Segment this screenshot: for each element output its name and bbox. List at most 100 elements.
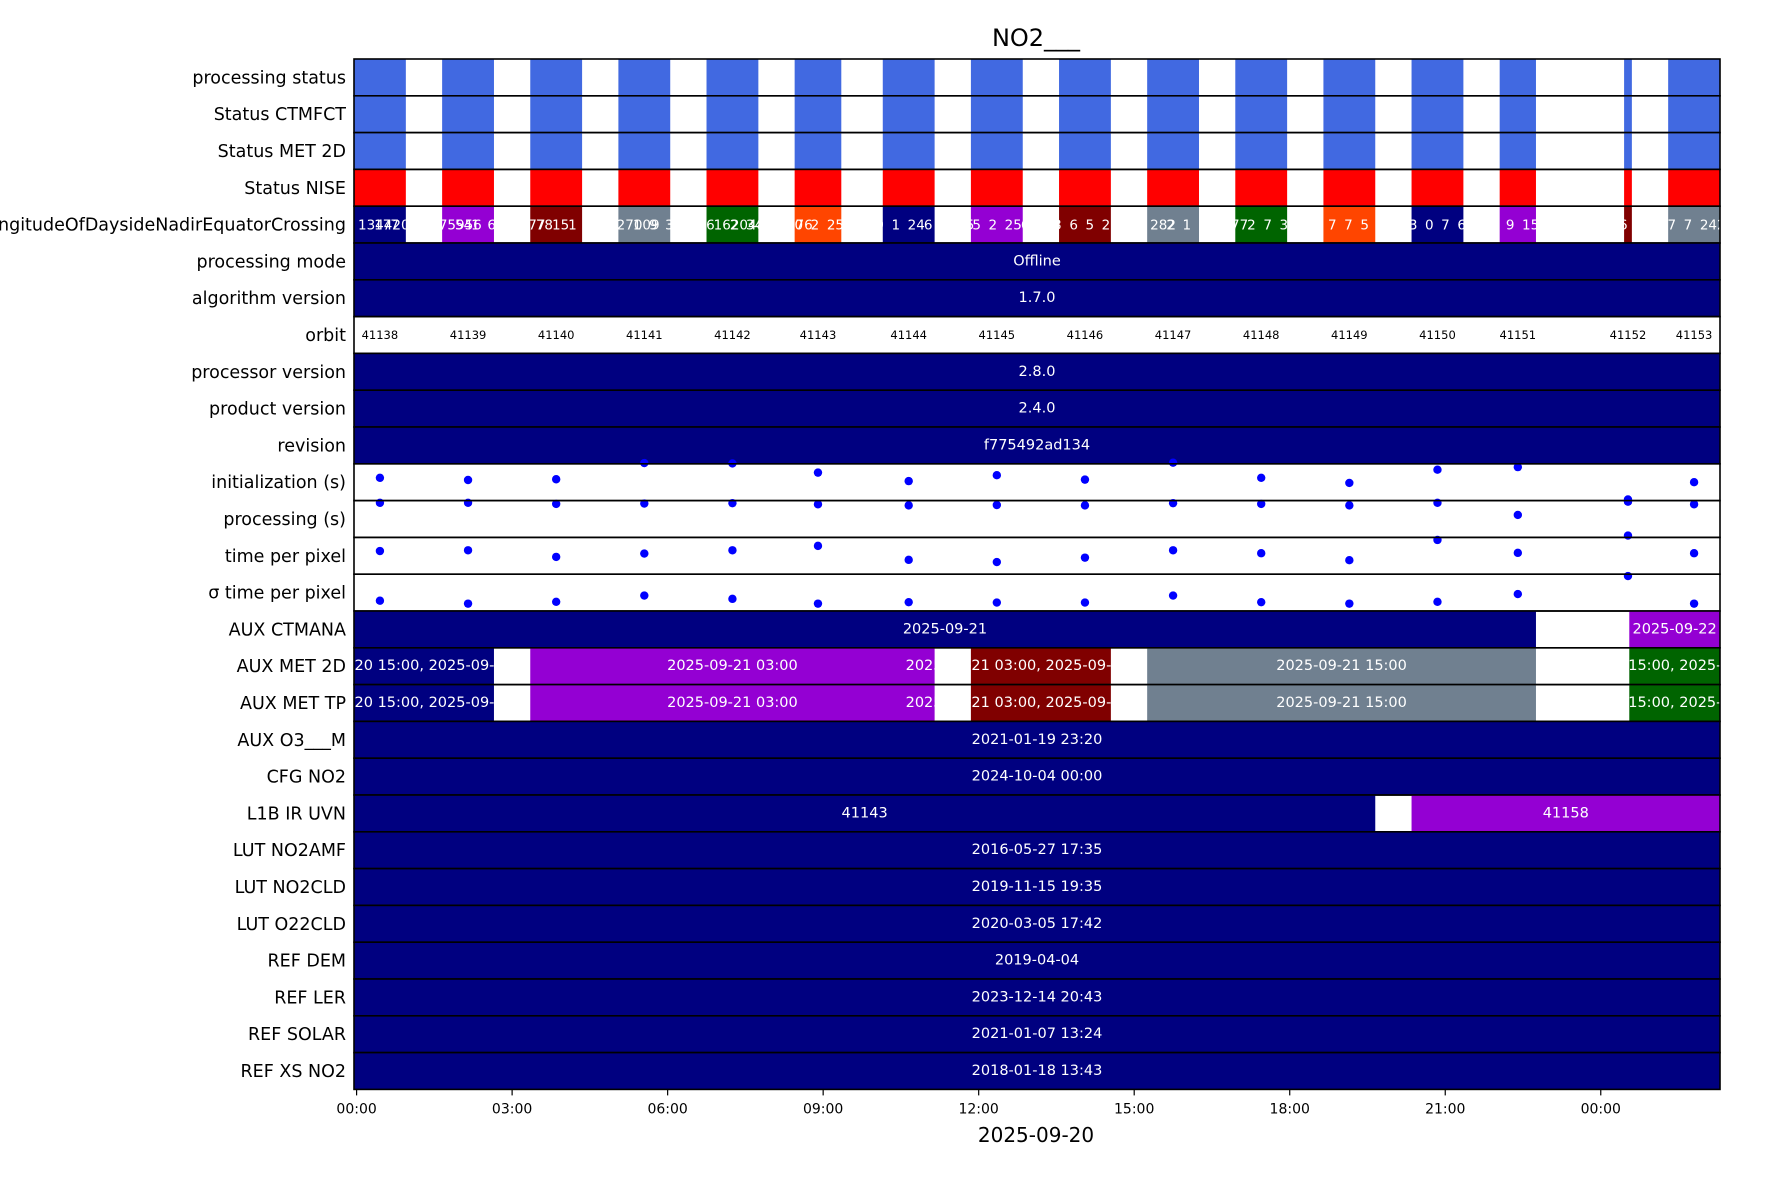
data-point [1689, 549, 1699, 558]
span-bar [354, 427, 1720, 464]
span-label: 2.8.0 [1019, 364, 1056, 380]
longitude-value: 46 [504, 218, 521, 234]
status-bar [354, 132, 406, 170]
status-bar [1411, 95, 1464, 133]
row-label: AUX CTMANA [229, 620, 346, 640]
data-point [1080, 475, 1090, 484]
data-point [1080, 501, 1090, 510]
span-bar [1629, 684, 1720, 722]
span-bar [354, 868, 1720, 906]
row-label: LongitudeOfDaysideNadirEquatorCrossing [0, 216, 346, 236]
status-bar [1499, 95, 1536, 133]
row-processor-version: 2.8.0 processor version [191, 352, 1721, 391]
row-label: orbit [305, 326, 346, 346]
longitude-value: 1 [1651, 218, 1660, 234]
longitude-value: 3 [1053, 218, 1062, 234]
longitude-value: 4 [1571, 218, 1580, 234]
status-bar [530, 132, 583, 170]
longitude-value: 2585 [940, 218, 974, 234]
row-label: LUT NO2AMF [233, 841, 346, 861]
data-point [992, 471, 1002, 480]
row-content: 2023-12-14 20:43 [354, 979, 1720, 1016]
row-ref-ler: 2023-12-14 20:43 REF LER [274, 978, 1721, 1017]
data-point [640, 549, 649, 558]
longitude-value: 0 [795, 218, 804, 234]
orbit-number: 41147 [1155, 328, 1192, 342]
longitude-value: 6 [1603, 218, 1612, 234]
status-bar [530, 59, 583, 96]
longitude-value: 24 [762, 218, 779, 234]
status-bar [1059, 59, 1111, 96]
data-point [1168, 546, 1178, 555]
longitude-value: 6 [1069, 218, 1078, 234]
row-content [354, 132, 1720, 170]
status-bar [794, 169, 842, 207]
span-bar [354, 1015, 1720, 1053]
row-label: processor version [191, 363, 346, 383]
status-bar [530, 169, 583, 207]
status-bar [442, 95, 494, 133]
status-bar [1624, 169, 1632, 207]
longitude-value: 6 [1457, 218, 1466, 234]
longitude-value: 9 [1506, 218, 1515, 234]
row-content: 1.7.0 [354, 279, 1720, 317]
status-bar [706, 132, 759, 170]
status-bar [1624, 59, 1632, 96]
span-bar [354, 684, 494, 722]
data-point [1513, 589, 1523, 599]
span-label: 2021-01-19 23:20 [972, 732, 1103, 748]
row-cfg-no2: 2024-10-04 00:00 CFG NO2 [267, 757, 1721, 796]
row-label: σ time per pixel [208, 584, 346, 604]
span-bar [354, 942, 1720, 979]
data-point [1689, 599, 1699, 608]
row-frame [353, 1051, 1721, 1091]
status-bar [1499, 132, 1536, 170]
span-label: 1.7.0 [1019, 290, 1056, 306]
longitude-value: 7 [1344, 218, 1353, 234]
row-content: 2025-09-21 2025-09-22 [354, 611, 1720, 648]
data-point [728, 546, 737, 555]
status-bar [1235, 59, 1288, 96]
longitude-value: 5 [972, 218, 981, 234]
row-label: REF DEM [268, 952, 346, 972]
status-bar [442, 59, 494, 96]
longitude-value: 6 [1215, 218, 1224, 234]
status-bar [1235, 132, 1288, 170]
data-point [1168, 458, 1178, 467]
data-point [904, 597, 913, 607]
data-point [1257, 597, 1266, 607]
span-label: 2023-12-14 20:43 [972, 989, 1103, 1005]
data-point [904, 555, 913, 565]
row-label: AUX MET 2D [237, 657, 346, 677]
longitude-value: 5 [1393, 218, 1402, 234]
data-point [375, 546, 385, 556]
span-bar [354, 758, 1720, 795]
row-label: LUT O22CLD [237, 915, 346, 935]
data-point [1689, 500, 1699, 509]
span-bar [1629, 647, 1720, 685]
longitude-value: 9 [875, 218, 884, 234]
longitude-value: 3 [956, 218, 965, 234]
longitude-value: 17 [374, 218, 391, 234]
span-bar [354, 611, 1536, 648]
span-label: 2020-03-05 17:42 [972, 916, 1103, 932]
row-content [354, 59, 1720, 96]
span-label: 2016-05-27 17:35 [972, 842, 1103, 858]
row-content: f775492ad134 [354, 427, 1720, 464]
row-aux-ctmana: 2025-09-21 2025-09-22 AUX CTMANA [229, 610, 1721, 649]
data-point [463, 599, 473, 608]
data-point [1080, 553, 1090, 562]
orbit-number: 41149 [1331, 328, 1368, 342]
longitude-value: 6 [1021, 218, 1030, 234]
longitude-value: 2 [730, 218, 739, 234]
data-point [1257, 473, 1266, 482]
longitude-value: 2 [1377, 218, 1386, 234]
span-bar [354, 831, 1720, 869]
row-label: processing (s) [223, 510, 346, 530]
data-point [551, 475, 561, 484]
orbit-number: 41148 [1243, 328, 1280, 342]
longitude-value: 8 [1635, 218, 1644, 234]
data-point [1513, 510, 1523, 520]
status-bar [1668, 95, 1720, 133]
span-label: 2025-09-22 [1632, 621, 1716, 637]
